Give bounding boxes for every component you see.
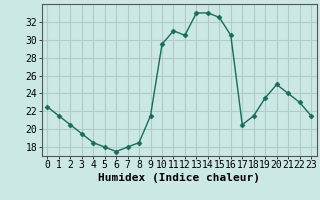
X-axis label: Humidex (Indice chaleur): Humidex (Indice chaleur) [98, 173, 260, 183]
